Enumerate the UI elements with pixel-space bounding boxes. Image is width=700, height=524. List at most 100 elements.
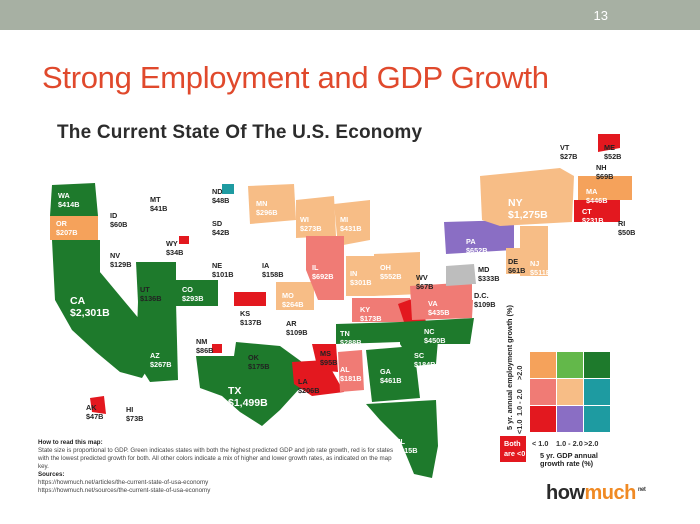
state-label-nh: NH	[596, 163, 607, 172]
state-label-ne: NE	[212, 261, 222, 270]
legend-cell	[557, 406, 583, 432]
state-label-mi: MI	[340, 215, 348, 224]
state-label-mt: MT	[150, 195, 161, 204]
legend-grid	[530, 352, 610, 432]
state-gdp-dc.: $109B	[474, 300, 496, 309]
state-gdp-ri: $50B	[618, 228, 635, 237]
state-ny	[480, 168, 574, 226]
state-gdp-ct: $231B	[582, 216, 604, 225]
state-gdp-hi: $73B	[126, 414, 143, 423]
state-me	[598, 134, 620, 152]
state-oh	[374, 252, 420, 296]
legend-cell	[584, 406, 610, 432]
state-gdp-al: $181B	[340, 374, 362, 383]
legend-y-title: 5 yr. annual employment growth (%)	[505, 305, 514, 430]
state-label-wi: WI	[300, 215, 309, 224]
source-link-2[interactable]: https://howmuch.net/sources/the-current-…	[38, 487, 211, 494]
state-gdp-co: $293B	[182, 294, 204, 303]
state-label-nj: NJ	[530, 259, 539, 268]
state-nm-marker	[212, 344, 222, 353]
state-label-in: IN	[350, 269, 357, 278]
state-gdp-sd: $42B	[212, 228, 229, 237]
state-gdp-oh: $552B	[380, 272, 402, 281]
legend-cell	[530, 406, 556, 432]
state-ar	[282, 312, 312, 340]
state-label-tn: TN	[340, 329, 350, 338]
state-label-ms: MS	[320, 349, 331, 358]
state-nd	[222, 184, 234, 194]
state-label-ca: CA	[70, 295, 86, 307]
legend-both-box	[500, 436, 526, 462]
legend-y-tick-2: 1.0 - 2.0	[515, 389, 524, 416]
state-gdp-wv: $67B	[416, 282, 433, 291]
state-gdp-wy: $34B	[166, 248, 183, 257]
state-gdp-ny: $1,275B	[508, 209, 548, 221]
state-label-ct: CT	[582, 207, 592, 216]
state-gdp-or: $207B	[56, 228, 78, 237]
state-gdp-nv: $129B	[110, 260, 132, 269]
state-ca	[52, 240, 152, 378]
how-to-read: How to read this map: State size is prop…	[38, 439, 398, 495]
state-gdp-la: $206B	[298, 386, 320, 395]
state-label-or: OR	[56, 219, 68, 228]
legend-x-tick-1: < 1.0	[532, 439, 548, 448]
state-gdp-nj: $511B	[530, 268, 551, 277]
state-gdp-id: $60B	[110, 220, 127, 229]
state-nh	[586, 154, 600, 182]
legend-cell	[530, 352, 556, 378]
legend-cell	[530, 379, 556, 405]
state-ri	[620, 206, 628, 216]
state-gdp-mt: $41B	[150, 204, 167, 213]
state-ma	[578, 176, 632, 200]
state-ks	[234, 292, 266, 306]
state-label-id: ID	[110, 211, 117, 220]
state-gdp-mn: $296B	[256, 208, 278, 217]
state-gdp-va: $435B	[428, 308, 450, 317]
state-label-de: DE	[508, 257, 518, 266]
state-il	[306, 236, 344, 300]
state-gray	[446, 264, 476, 286]
state-gdp-me: $52B	[604, 152, 621, 161]
state-gdp-sc: $184B	[414, 360, 436, 369]
legend-both-label-2: are <0	[504, 449, 525, 458]
state-gdp-ut: $136B	[140, 294, 162, 303]
state-gdp-ma: $446B	[586, 196, 608, 205]
state-label-hi: HI	[126, 405, 133, 414]
state-label-wv: WV	[416, 273, 428, 282]
state-ct	[574, 200, 620, 222]
state-gdp-ga: $461B	[380, 376, 402, 385]
state-label-ak: AK	[86, 403, 97, 412]
legend-x-tick-2: 1.0 - 2.0	[556, 439, 583, 448]
slide-page-number: 13	[593, 8, 608, 23]
how-to-read-title: How to read this map:	[38, 439, 103, 446]
state-ne	[200, 256, 240, 280]
legend-cell	[584, 379, 610, 405]
state-label-az: AZ	[150, 351, 160, 360]
state-gdp-wi: $273B	[300, 224, 322, 233]
state-ky	[352, 298, 410, 322]
state-gdp-vt: $27B	[560, 152, 577, 161]
state-gdp-tn: $288B	[340, 338, 362, 347]
state-label-mo: MO	[282, 291, 294, 300]
state-label-wy: WY	[166, 239, 178, 248]
state-wa	[50, 183, 98, 216]
state-id	[98, 195, 128, 236]
state-gdp-il: $692B	[312, 272, 334, 281]
sources-title: Sources:	[38, 471, 65, 478]
state-wy-marker	[179, 236, 189, 244]
state-label-il: IL	[312, 263, 319, 272]
source-link-1[interactable]: https://howmuch.net/articles/the-current…	[38, 479, 209, 486]
state-gdp-nc: $450B	[424, 336, 446, 345]
state-label-pa: PA	[466, 237, 476, 246]
legend-x-tick-3: >2.0	[584, 439, 598, 448]
state-in	[346, 256, 374, 296]
state-gdp-ar: $109B	[286, 328, 308, 337]
state-gdp-mo: $264B	[282, 300, 304, 309]
legend-cell	[557, 379, 583, 405]
state-mi	[334, 200, 370, 246]
state-gdp-in: $301B	[350, 278, 372, 287]
state-gdp-ok: $175B	[248, 362, 270, 371]
state-gdp-nm: $86B	[196, 346, 213, 355]
state-label-ma: MA	[586, 187, 598, 196]
